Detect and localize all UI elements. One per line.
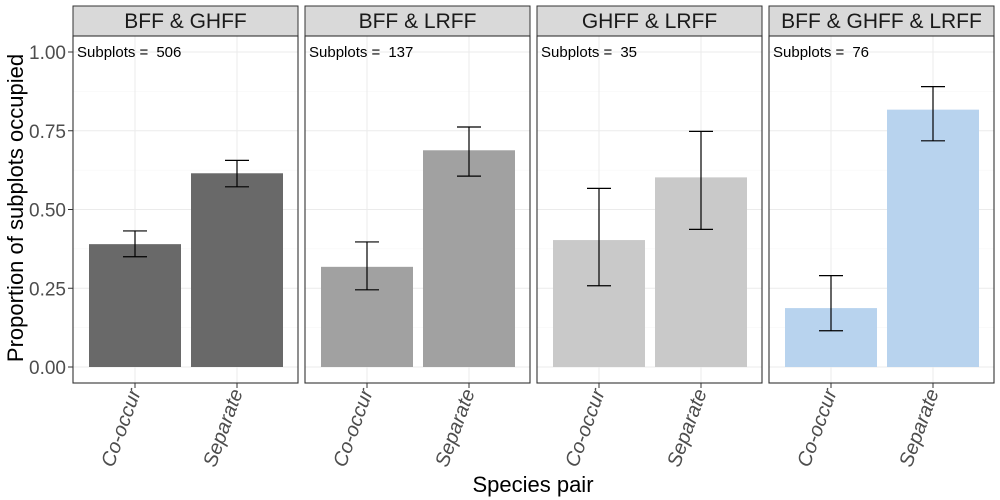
facet-panel-2: BFF & LRFF Subplots = 137 Co-occur Separate [304, 5, 531, 470]
subplot-count-annotation: Subplots = 76 [773, 44, 869, 61]
y-tick-label: 0.50 [29, 201, 66, 222]
subplot-count-annotation: Subplots = 506 [77, 44, 181, 61]
bar-separate [191, 173, 283, 367]
error-bar [689, 130, 713, 230]
error-bar [587, 187, 611, 287]
subplot-count-value: 35 [620, 44, 637, 61]
x-tick-label: Separate [431, 386, 479, 470]
subplot-count-value: 506 [156, 44, 181, 61]
facet-title: BFF & GHFF & LRFF [781, 10, 982, 33]
subplot-count-annotation: Subplots = 35 [541, 44, 637, 61]
error-bar [457, 126, 481, 177]
x-tick-label: Separate [199, 386, 247, 470]
x-tick-label: Co-occur [793, 385, 842, 470]
facet-title: BFF & GHFF [124, 10, 247, 33]
subplot-count-annotation: Subplots = 137 [309, 44, 413, 61]
facet-panel-3: GHFF & LRFF Subplots = 35 Co-occur Separate [536, 5, 763, 470]
subplot-count-label: Subplots = [773, 44, 845, 61]
panel-border [536, 35, 763, 384]
error-bar [225, 159, 249, 188]
facet-panel-1: BFF & GHFF Subplots = 506 Co-occur Separate [72, 5, 299, 470]
y-axis: 0.00 0.25 0.50 0.75 1.00 [29, 43, 73, 379]
facet-strip [304, 5, 531, 37]
facet-strip [72, 5, 299, 37]
subplot-count-label: Subplots = [309, 44, 381, 61]
facet-title: GHFF & LRFF [582, 10, 717, 33]
x-tick-label: Separate [895, 386, 943, 470]
panel-border [304, 35, 531, 384]
y-tick-label: 1.00 [29, 43, 66, 64]
y-axis-title: Proportion of subplots occupied [3, 54, 28, 362]
x-tick-label: Co-occur [329, 385, 378, 470]
error-bar [921, 86, 945, 142]
facet-strip [768, 5, 995, 37]
error-bar [819, 275, 843, 332]
facet-strip [536, 5, 763, 37]
x-tick-label: Co-occur [97, 385, 146, 470]
facet-title: BFF & LRFF [359, 10, 477, 33]
y-tick-label: 0.00 [29, 358, 66, 379]
bar-separate [423, 150, 515, 367]
facet-panel-4: BFF & GHFF & LRFF Subplots = 76 Co-occur Sep… [768, 5, 995, 470]
subplot-count-value: 137 [388, 44, 413, 61]
bar-co-occur [89, 244, 181, 367]
panel-border [768, 35, 995, 384]
error-bar [355, 241, 379, 291]
y-tick-label: 0.25 [29, 279, 66, 300]
bar-separate [887, 109, 979, 368]
subplot-count-label: Subplots = [541, 44, 613, 61]
subplot-count-label: Subplots = [77, 44, 149, 61]
subplot-count-value: 76 [852, 44, 869, 61]
y-tick-label: 0.75 [29, 122, 66, 143]
x-tick-label: Separate [663, 386, 711, 470]
x-axis-title: Species pair [472, 472, 593, 497]
x-tick-label: Co-occur [561, 385, 610, 470]
error-bar [123, 230, 147, 258]
